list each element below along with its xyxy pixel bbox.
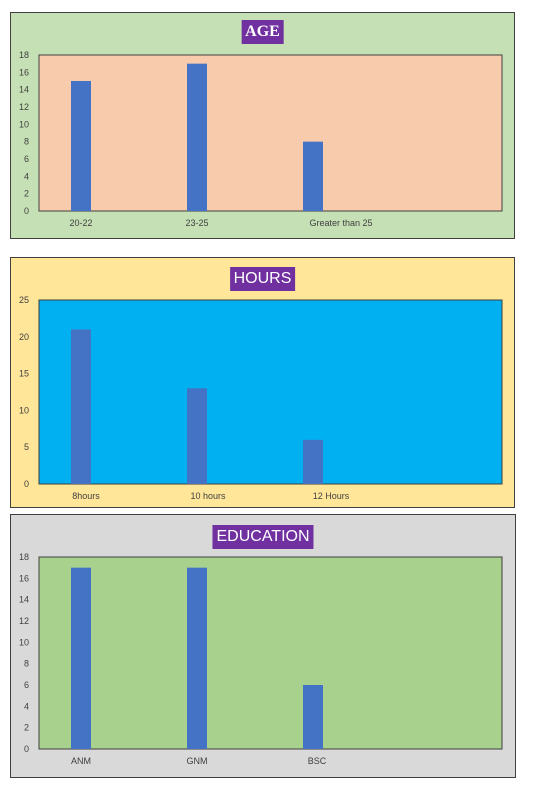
education-y-tick-label: 12 <box>19 616 29 626</box>
hours-x-tick-label: 12 Hours <box>313 491 350 501</box>
education-plot-area <box>38 556 503 750</box>
age-y-tick-label: 10 <box>19 119 29 129</box>
hours-y-tick-label: 5 <box>24 442 29 452</box>
education-bar-2 <box>187 567 207 749</box>
education-y-tick-label: 16 <box>19 573 29 583</box>
age-x-tick-label: Greater than 25 <box>309 218 372 228</box>
hours-y-tick-label: 0 <box>24 479 29 489</box>
hours-chart-svg: 0 5 10 15 20 25 8hours 10 hours 12 Hours <box>19 295 503 501</box>
age-x-tick-label: 20-22 <box>69 218 92 228</box>
education-y-tick-label: 0 <box>24 744 29 754</box>
age-chart-svg: 0 2 4 6 8 10 12 14 16 18 20-22 23-25 Greater than 25 <box>19 50 503 228</box>
hours-bar-2 <box>187 388 207 484</box>
hours-y-tick-label: 15 <box>19 369 29 379</box>
education-chart-title: EDUCATION <box>212 525 314 549</box>
hours-y-tick-label: 25 <box>19 295 29 305</box>
education-x-tick-label: ANM <box>71 756 91 766</box>
age-y-tick-label: 2 <box>24 189 29 199</box>
education-bar-3 <box>303 685 323 749</box>
age-y-tick-label: 12 <box>19 102 29 112</box>
hours-y-tick-label: 10 <box>19 405 29 415</box>
age-x-tick-label: 23-25 <box>185 218 208 228</box>
education-y-tick-label: 10 <box>19 637 29 647</box>
age-y-tick-label: 14 <box>19 85 29 95</box>
education-chart-panel: EDUCATION 0 2 4 6 8 10 12 14 16 18 ANM GNM BSC <box>10 514 516 778</box>
hours-plot-area <box>38 299 503 485</box>
age-plot-area <box>38 54 503 212</box>
age-bar-1 <box>71 81 91 211</box>
age-y-tick-label: 8 <box>24 137 29 147</box>
age-y-tick-label: 16 <box>19 67 29 77</box>
education-x-tick-label: BSC <box>308 756 327 766</box>
age-y-tick-label: 6 <box>24 154 29 164</box>
education-bar-1 <box>71 567 91 749</box>
hours-bar-3 <box>303 439 323 484</box>
education-x-tick-label: GNM <box>187 756 208 766</box>
hours-bar-1 <box>71 329 91 484</box>
age-bar-3 <box>303 141 323 211</box>
hours-x-tick-label: 8hours <box>72 491 100 501</box>
age-chart-panel: AGE 0 2 4 6 8 10 12 14 16 18 20-22 23-25 Greater tha… <box>10 12 515 239</box>
hours-x-tick-label: 10 hours <box>190 491 226 501</box>
education-y-tick-label: 6 <box>24 680 29 690</box>
hours-y-tick-label: 20 <box>19 332 29 342</box>
age-y-tick-label: 0 <box>24 206 29 216</box>
age-y-tick-label: 4 <box>24 171 29 181</box>
hours-chart-panel: HOURS 0 5 10 15 20 25 8hours 10 hours 12 Hours <box>10 257 515 508</box>
education-y-tick-label: 14 <box>19 595 29 605</box>
age-y-tick-label: 18 <box>19 50 29 60</box>
hours-chart-title: HOURS <box>229 267 296 291</box>
age-chart-title: AGE <box>241 20 284 44</box>
age-bar-2 <box>187 63 207 211</box>
education-y-tick-label: 18 <box>19 552 29 562</box>
education-y-tick-label: 2 <box>24 723 29 733</box>
education-y-tick-label: 8 <box>24 659 29 669</box>
education-chart-svg: 0 2 4 6 8 10 12 14 16 18 ANM GNM BSC <box>19 552 503 766</box>
education-y-tick-label: 4 <box>24 701 29 711</box>
